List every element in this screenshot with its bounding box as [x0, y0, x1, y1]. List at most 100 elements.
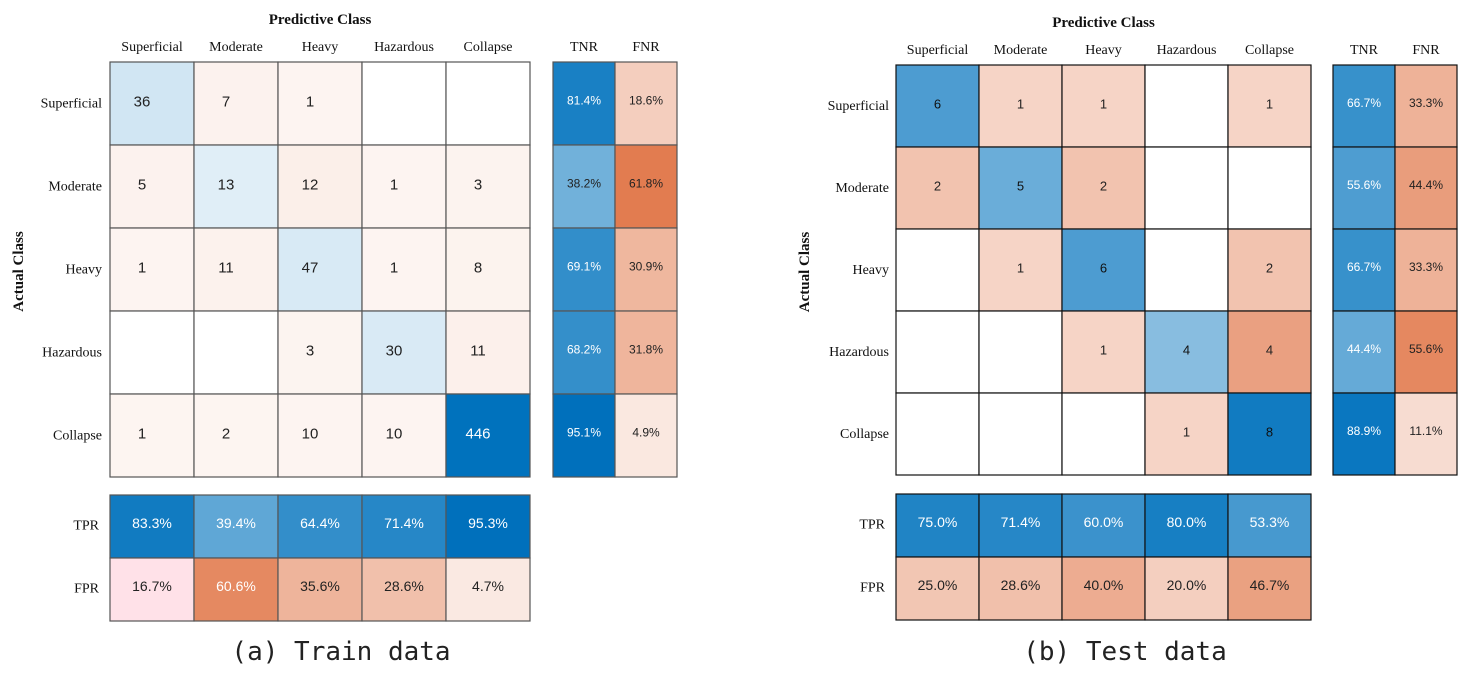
matrix-cell	[978, 310, 1063, 394]
col-summary-value: 46.7%	[1250, 577, 1290, 593]
col-summary-cell	[277, 494, 363, 559]
column-class-label: Hazardous	[1157, 43, 1217, 58]
col-summary-value: 83.3%	[132, 515, 172, 531]
column-class-label: Superficial	[907, 43, 969, 58]
col-summary-label: TPR	[73, 519, 99, 534]
row-summary-cell	[614, 393, 678, 478]
matrix-cell	[445, 310, 531, 395]
col-summary-cell	[1227, 556, 1312, 621]
matrix-cell	[277, 310, 363, 395]
matrix-cell	[193, 144, 279, 229]
matrix-cell-value: 3	[306, 342, 314, 359]
matrix-cell	[445, 61, 531, 146]
matrix-cell-value: 1	[1100, 342, 1107, 357]
matrix-cell-value: 47	[302, 259, 319, 276]
row-class-label: Superficial	[828, 99, 890, 114]
matrix-cell	[1144, 228, 1229, 312]
column-class-label: Collapse	[464, 40, 513, 55]
matrix-cell	[193, 227, 279, 312]
panel-caption: (a) Train data	[231, 637, 450, 667]
col-summary-label: TPR	[859, 518, 885, 533]
row-class-label: Moderate	[835, 181, 889, 196]
row-summary-cell	[1332, 146, 1396, 230]
row-class-label: Hazardous	[829, 345, 889, 360]
row-summary-cell	[552, 61, 616, 146]
row-summary-value: 55.6%	[1347, 178, 1381, 192]
matrix-cell-value: 11	[470, 342, 486, 359]
matrix-cell	[895, 228, 980, 312]
row-summary-header: TNR	[570, 40, 599, 55]
matrix-cell	[1144, 64, 1229, 148]
matrix-cell	[895, 310, 980, 394]
matrix-cell-value: 1	[1100, 96, 1107, 111]
col-summary-cell	[1144, 493, 1229, 558]
col-summary-value: 53.3%	[1250, 514, 1290, 530]
y-axis-title: Actual Class	[11, 231, 27, 312]
row-summary-value: 44.4%	[1347, 342, 1381, 356]
matrix-cell	[361, 144, 447, 229]
row-class-label: Moderate	[48, 180, 102, 195]
matrix-cell-value: 1	[1017, 260, 1024, 275]
matrix-cell-value: 1	[390, 176, 398, 193]
row-summary-cell	[1332, 392, 1396, 476]
col-summary-cell	[978, 556, 1063, 621]
col-summary-value: 16.7%	[132, 578, 172, 594]
col-summary-value: 75.0%	[918, 514, 958, 530]
col-summary-cell	[1144, 556, 1229, 621]
row-class-label: Heavy	[852, 263, 889, 278]
y-axis-title: Actual Class	[797, 232, 813, 313]
matrix-cell	[978, 392, 1063, 476]
matrix-cell	[109, 61, 195, 146]
column-class-label: Superficial	[121, 40, 183, 55]
row-summary-cell	[1394, 392, 1458, 476]
col-summary-cell	[1061, 556, 1146, 621]
col-summary-cell	[1227, 493, 1312, 558]
row-summary-header: FNR	[632, 40, 660, 55]
matrix-cell-value: 10	[386, 425, 403, 442]
col-summary-label: FPR	[74, 582, 100, 597]
matrix-cell	[445, 144, 531, 229]
column-class-label: Collapse	[1245, 43, 1294, 58]
col-summary-cell	[895, 493, 980, 558]
col-summary-value: 28.6%	[1001, 577, 1041, 593]
matrix-cell	[361, 393, 447, 478]
row-summary-cell	[1332, 310, 1396, 394]
col-summary-value: 25.0%	[918, 577, 958, 593]
x-axis-title: Predictive Class	[269, 12, 372, 28]
matrix-cell-value: 30	[386, 342, 403, 359]
matrix-cell	[978, 228, 1063, 312]
x-axis-title: Predictive Class	[1052, 15, 1155, 31]
matrix-cell	[1227, 64, 1312, 148]
col-summary-value: 35.6%	[300, 578, 340, 594]
matrix-cell-value: 5	[138, 176, 146, 193]
row-class-label: Heavy	[65, 263, 102, 278]
matrix-cell-value: 4	[1266, 342, 1273, 357]
col-summary-value: 39.4%	[216, 515, 256, 531]
row-summary-cell	[1394, 228, 1458, 312]
row-class-label: Hazardous	[42, 346, 102, 361]
matrix-cell-value: 8	[1266, 424, 1273, 439]
column-class-label: Heavy	[302, 40, 339, 55]
matrix-cell-value: 1	[1266, 96, 1273, 111]
panel-test: 6 1 1 1 2 5 2 1 6 2 1 4 4 1 8 TNR FNR 66.7% 33.3% 55.6% 44.4…	[797, 15, 1458, 667]
matrix-cell-value: 4	[1183, 342, 1190, 357]
matrix-cell-value: 3	[474, 176, 482, 193]
col-summary-value: 71.4%	[1001, 514, 1041, 530]
row-summary-header: FNR	[1412, 43, 1440, 58]
matrix-cell	[193, 310, 279, 395]
matrix-cell-value: 11	[218, 259, 234, 276]
col-summary-value: 80.0%	[1167, 514, 1207, 530]
matrix-cell-value: 12	[302, 176, 319, 193]
matrix-cell-value: 7	[222, 93, 230, 110]
matrix-cell	[445, 393, 531, 478]
matrix-cell-value: 13	[218, 176, 235, 193]
col-summary-value: 95.3%	[468, 515, 508, 531]
matrix-cell-value: 1	[390, 259, 398, 276]
col-summary-cell	[445, 557, 531, 622]
matrix-cell-value: 1	[306, 93, 314, 110]
matrix-cell-value: 10	[302, 425, 319, 442]
row-summary-value: 30.9%	[629, 260, 663, 274]
matrix-cell-value: 5	[1017, 178, 1024, 193]
matrix-cell	[1227, 146, 1312, 230]
